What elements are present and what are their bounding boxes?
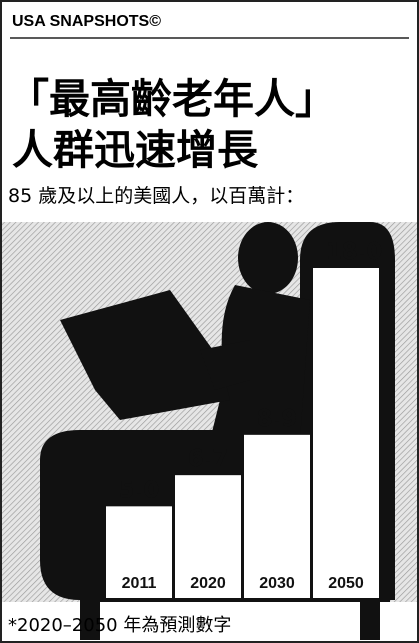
- header: USA SNAPSHOTS©: [12, 13, 161, 30]
- x-tick-label: 2011: [122, 575, 157, 592]
- chart-title: 「最高齡老年人」: [8, 75, 336, 123]
- value-label: 5.0: [119, 477, 160, 503]
- x-tick-label: 2020: [190, 575, 226, 592]
- bar: [175, 475, 241, 598]
- value-label: 18.0: [326, 239, 383, 265]
- chart-title: 人群迅速增長: [12, 126, 259, 174]
- value-label: 8.9: [257, 406, 298, 432]
- bar: [244, 434, 310, 598]
- x-tick-label: 2030: [259, 575, 295, 592]
- bar: [313, 268, 379, 598]
- bar: [106, 506, 172, 598]
- value-label: 6.7: [188, 446, 229, 472]
- subtitle: 85 歲及以上的美國人，以百萬計：: [8, 185, 304, 207]
- footnote: *2020–2050 年為預測數字: [8, 615, 231, 636]
- x-tick-label: 2050: [328, 575, 364, 592]
